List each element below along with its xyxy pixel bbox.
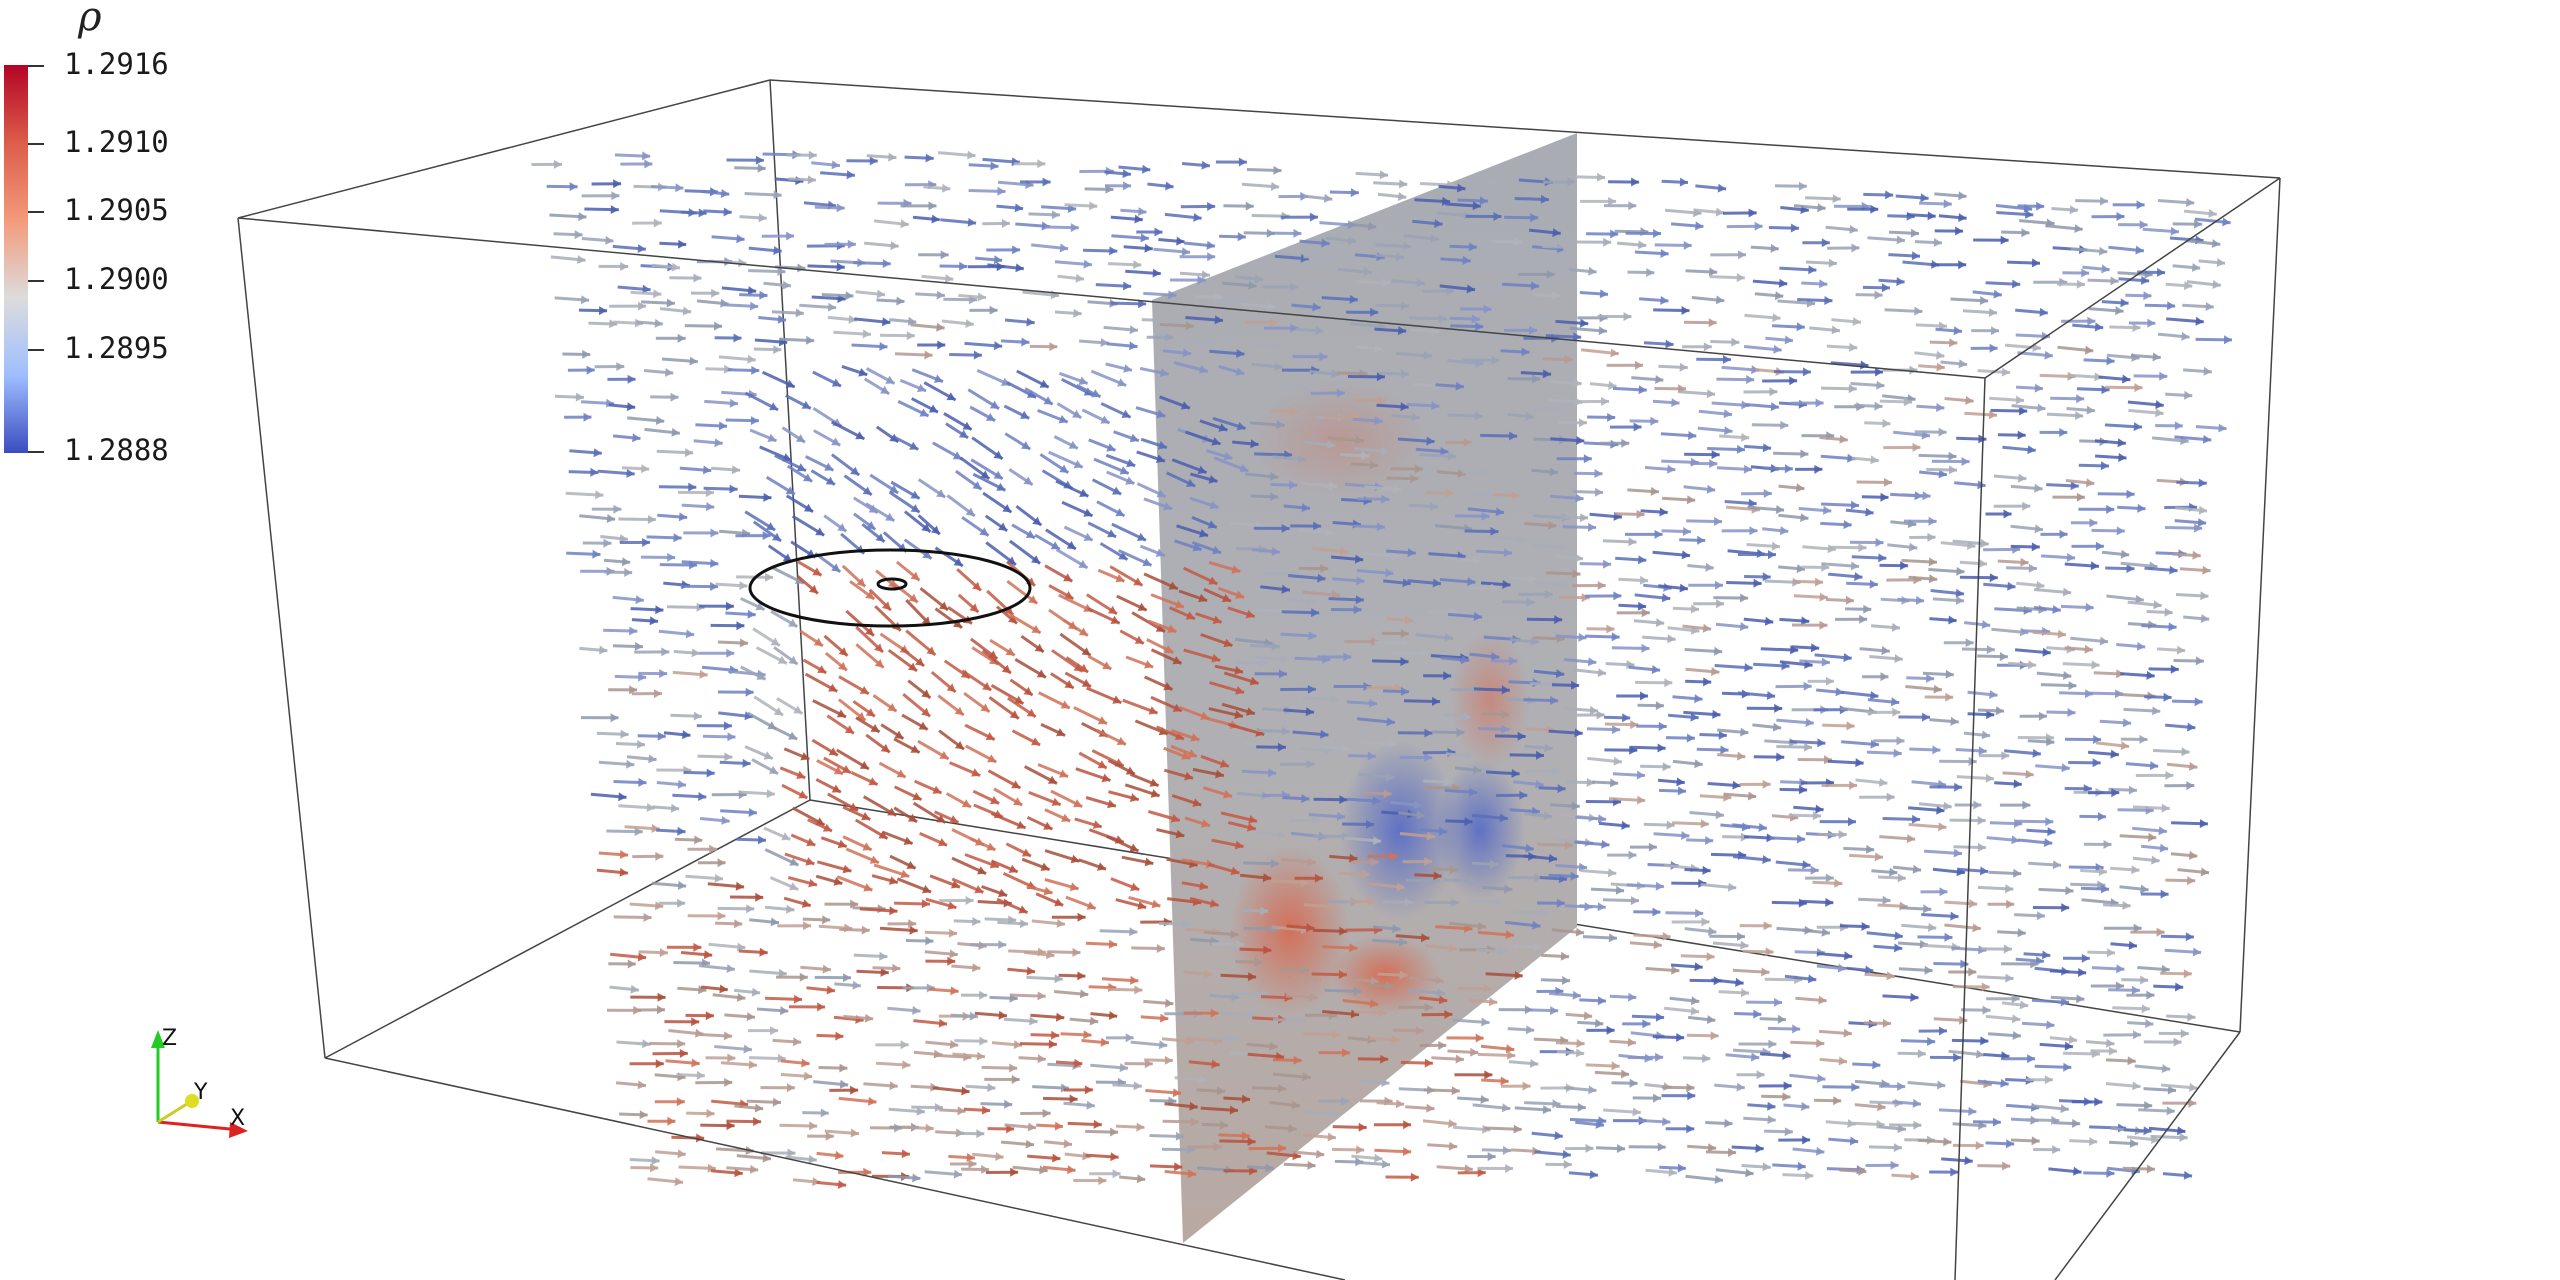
colorbar-label: 1.2910 (64, 125, 169, 159)
bounding-box-back (237, 79, 2281, 1059)
bounding-box-front (237, 177, 2281, 1280)
colorbar-tick (28, 65, 44, 67)
x-axis-label: X (230, 1106, 246, 1131)
colorbar-label: 1.2895 (64, 331, 169, 365)
colorbar-label-min: 1.2888 (64, 433, 169, 467)
z-axis-label: Z (162, 1026, 178, 1051)
colorbar-label: 1.2905 (64, 193, 169, 227)
colorbar-tick (28, 211, 44, 213)
colorbar-tick (28, 143, 44, 145)
colorbar-gradient (4, 65, 28, 453)
y-axis-label: Y (194, 1080, 208, 1105)
colorbar-tick (28, 349, 44, 351)
colorbar-label-max: 1.2916 (64, 47, 169, 81)
orientation-axes (151, 1030, 248, 1138)
colorbar-tick (28, 280, 44, 282)
vortex-contour (748, 548, 1032, 628)
colorbar-title: ρ (78, 0, 102, 40)
velocity-glyphs (531, 150, 2233, 1189)
colorbar-tick (28, 451, 44, 453)
colorbar-label: 1.2900 (64, 262, 169, 296)
